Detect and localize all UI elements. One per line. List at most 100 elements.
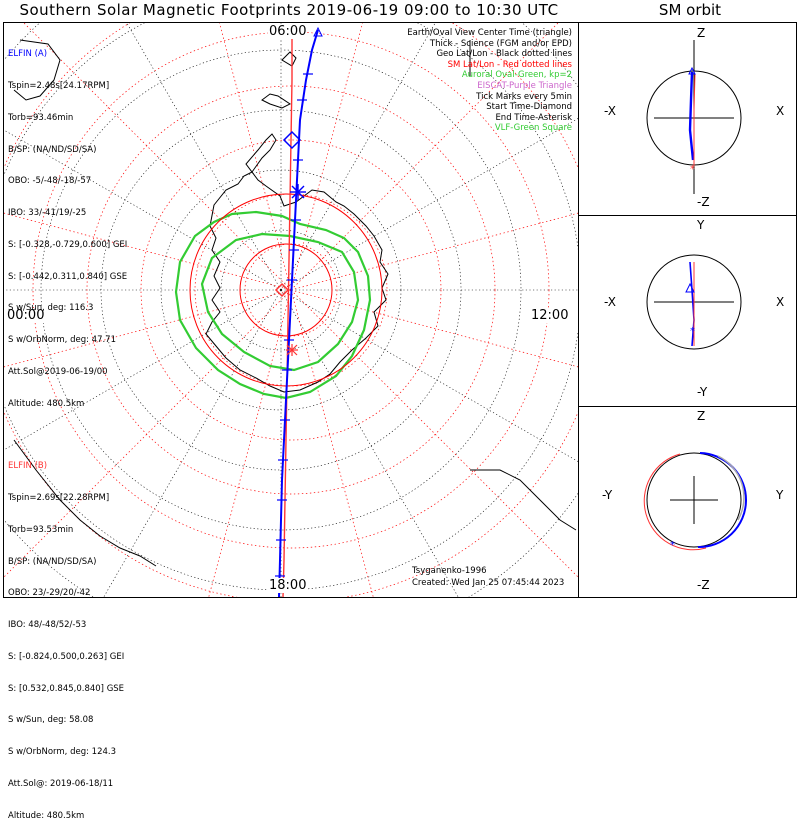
svg-text:*: * — [690, 326, 695, 337]
elfin-a-line: IBO: 33/-41/19/-25 — [8, 208, 87, 219]
elfin-a-line: Tspin=2.48s[24.17RPM] — [8, 80, 110, 91]
elfin-b-line: Torb=93.53min — [8, 524, 74, 535]
elfin-b-end-asterisk — [286, 344, 298, 356]
sm-mlt-line — [208, 289, 292, 597]
elfin-b-line: Altitude: 480.5km — [8, 810, 85, 821]
geo-lon-line — [103, 289, 282, 597]
legend-item: Thick - Science (FGM and/or EPD) — [429, 38, 572, 49]
elfin-b-line: Tspin=2.69s[22.28RPM] — [8, 492, 110, 503]
geo-lon-line — [280, 289, 459, 597]
legend-item: Start Time-Diamond — [486, 102, 572, 113]
elfin-b-line: S: [-0.824,0.500,0.263] GEI — [8, 651, 125, 662]
geo-lon-line — [4, 289, 282, 451]
elfin-b-line: IBO: 48/-48/52/-53 — [8, 620, 87, 631]
sm-mlt-line — [219, 23, 292, 291]
orbit-panel-yz: * — [643, 452, 747, 551]
elfin-a-line: S w/OrbNorm, deg: 47.71 — [8, 335, 117, 346]
legend-item: End Time-Asterisk — [495, 112, 572, 123]
legend-item: EISCAT-Purple Triangle — [477, 80, 572, 91]
elfin-a-start-diamond — [282, 130, 302, 150]
legend-item: Geo Lat/Lon - Black dotted lines — [436, 49, 572, 60]
legend-item: Auroral Oval-Green, kp=2 — [461, 70, 572, 81]
elfin-b-info: ELFIN (B) Tspin=2.69s[22.28RPM] Torb=93.… — [8, 440, 124, 832]
sm-mlt-line — [290, 289, 578, 368]
elfin-b-start-diamond — [274, 282, 290, 298]
orbit1-top: Z — [697, 26, 706, 40]
orbit-title: SM orbit — [658, 1, 722, 19]
elfin-b-line: S w/Sun, deg: 58.08 — [8, 715, 94, 726]
sm-lat-circle — [32, 31, 550, 549]
elfin-a-line: B/SP: (NA/ND/SD/SA) — [8, 144, 97, 155]
elfin-a-line: S: [-0.328,-0.729,0.600] GEI — [8, 239, 128, 250]
geo-lon-line — [280, 289, 578, 462]
orbit3-top: Z — [697, 409, 706, 423]
mlt-label-bottom: 18:00 — [268, 578, 308, 593]
legend-item: Earth/Oval View Center Time (triangle) — [407, 28, 572, 38]
svg-text:*: * — [670, 540, 675, 551]
track-ticks — [275, 73, 313, 577]
view-center-triangle — [313, 26, 323, 37]
legend-item: SM Lat/Lon - Red dotted lines — [447, 59, 572, 70]
orbit3-bottom: -Z — [697, 578, 710, 592]
orbit1-bottom: -Z — [697, 195, 710, 209]
geo-lat-circle — [220, 229, 342, 351]
elfin-b-line: S: [0.532,0.845,0.840] GSE — [8, 683, 125, 694]
elfin-a-line: S w/Sun, deg: 116.3 — [8, 303, 94, 314]
mlt-label-left: 00:00 — [6, 308, 46, 323]
orbit3-right: Y — [776, 488, 784, 502]
elfin-a-line: S: [-0.442,0.311,0.840] GSE — [8, 271, 128, 282]
orbit-panel-xy: * — [646, 254, 742, 350]
svg-text:*: * — [690, 164, 695, 175]
geo-lon-line — [4, 129, 282, 291]
sm-lat-circle — [86, 85, 496, 495]
elfin-a-line: Att.Sol@2019-06-19/00 — [8, 367, 108, 377]
orbit-frame — [578, 22, 797, 598]
main-title: Southern Solar Magnetic Footprints 2019-… — [19, 1, 559, 19]
elfin-b-track — [282, 30, 293, 597]
legend-item: Tick Marks every 5min — [476, 91, 572, 102]
legend-item: VLF-Green Square — [494, 123, 572, 134]
orbit2-top: Y — [697, 218, 705, 232]
orbit3-left: -Y — [602, 488, 613, 502]
orbit1-left: -X — [604, 104, 616, 118]
model-credit: Tsyganenko-1996 — [412, 566, 487, 576]
elfin-b-line: Att.Sol@: 2019-06-18/11 — [8, 779, 114, 789]
elfin-a-line: OBO: -5/-48/-18/-57 — [8, 176, 92, 187]
orbit1-right: X — [776, 104, 785, 118]
elfin-a-name: ELFIN (A) — [8, 49, 48, 60]
geo-lon-line — [280, 23, 436, 291]
orbit2-bottom: -Y — [697, 385, 708, 399]
elfin-b-name: ELFIN (B) — [8, 461, 48, 472]
sm-mlt-line — [290, 289, 374, 597]
geo-lat-circle — [40, 49, 522, 531]
continent-edge-left — [13, 39, 157, 567]
elfin-b-line: B/SP: (NA/ND/SD/SA) — [8, 556, 97, 567]
elfin-a-end-asterisk — [290, 184, 306, 200]
elfin-a-line: Altitude: 480.5km — [8, 398, 85, 409]
sm-mlt-line — [290, 289, 578, 578]
legend: Earth/Oval View Center Time (triangle) T… — [407, 28, 572, 134]
antarctica-coastline — [205, 171, 389, 393]
elfin-b-line: S w/OrbNorm, deg: 124.3 — [8, 747, 117, 758]
sm-lat-circle — [194, 193, 388, 387]
mlt-label-right: 12:00 — [530, 308, 570, 323]
elfin-b-line: OBO: 23/-29/20/-42 — [8, 588, 91, 599]
mlt-label-top: 06:00 — [268, 24, 308, 39]
geo-lon-line — [126, 23, 282, 291]
sm-mlt-line — [290, 212, 578, 291]
geo-lon-line — [280, 118, 578, 291]
auroral-oval-outer — [174, 210, 372, 400]
orbit2-right: X — [776, 295, 785, 309]
sm-pole-circle — [239, 243, 333, 337]
orbit-panel-xz: * — [646, 40, 742, 194]
continent-edge-right — [469, 40, 577, 531]
created-date: Created: Wed Jan 25 07:45:44 2023 — [412, 578, 565, 588]
sm-mlt-line — [290, 23, 363, 291]
sm-lat-circle — [140, 139, 442, 441]
auroral-oval-inner — [200, 232, 360, 372]
peninsula-coastline — [245, 51, 297, 173]
orbit2-left: -X — [604, 295, 616, 309]
elfin-a-line: Torb=93.46min — [8, 112, 74, 123]
footprint-plot: * * * — [3, 22, 797, 598]
elfin-a-info: ELFIN (A) Tspin=2.48s[24.17RPM] Torb=93.… — [8, 28, 127, 420]
